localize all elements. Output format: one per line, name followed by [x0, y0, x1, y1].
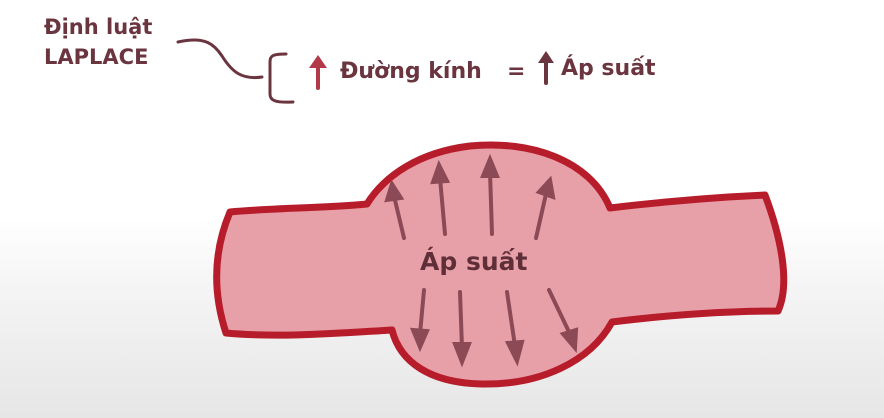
- up-arrow-icon: [538, 51, 554, 85]
- formula-pressure: Áp suất: [561, 56, 656, 81]
- pressure-arrows-up: [384, 153, 556, 240]
- law-title-line2: LAPLACE: [44, 45, 149, 69]
- connector-curve-icon: [176, 38, 264, 80]
- vessel-shape: [213, 141, 788, 388]
- bracket-icon: [268, 52, 295, 104]
- formula-diameter: Đường kính: [340, 59, 482, 84]
- law-title: Định luật LAPLACE: [44, 12, 152, 72]
- vessel-pressure-label: Áp suất: [420, 247, 528, 276]
- pressure-arrows-down: [409, 288, 579, 368]
- formula-equals: =: [507, 59, 526, 84]
- up-arrow-icon: [309, 55, 327, 90]
- law-title-line1: Định luật: [44, 15, 153, 39]
